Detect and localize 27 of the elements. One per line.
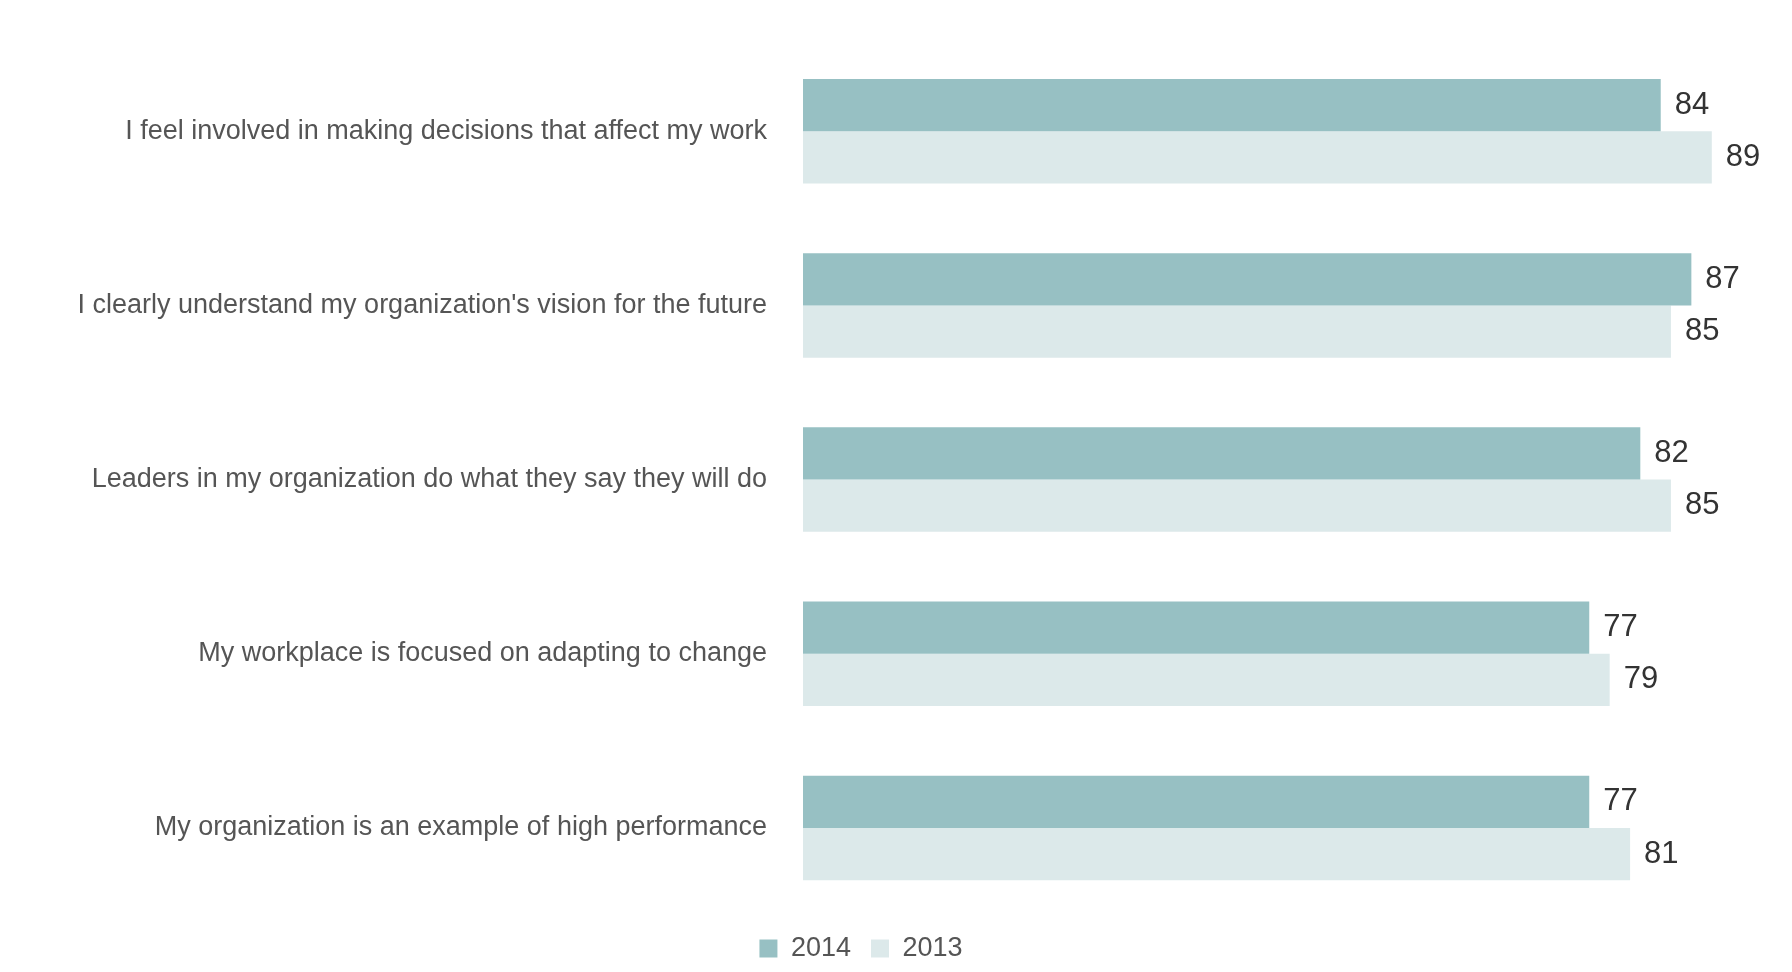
bar [803, 131, 1712, 184]
data-label: 77 [1603, 782, 1638, 818]
bar [803, 79, 1661, 132]
bar [803, 427, 1641, 480]
data-label: 85 [1684, 486, 1720, 522]
legend-label: 2013 [902, 931, 963, 962]
data-label: 81 [1644, 834, 1679, 870]
bar [803, 601, 1590, 654]
data-label: 79 [1623, 660, 1659, 696]
bar [803, 775, 1590, 828]
legend-label: 2014 [790, 931, 852, 962]
bar [803, 653, 1610, 707]
data-label: 89 [1725, 137, 1761, 173]
data-label: 84 [1674, 85, 1710, 121]
y-tick-label: I clearly understand my organization's vision for the future [77, 288, 767, 319]
y-tick-label: My workplace is focused on adapting to change [198, 637, 767, 668]
bar [803, 253, 1692, 306]
data-label: 77 [1603, 608, 1638, 644]
y-tick-label: I feel involved in making decisions that affect my work [125, 114, 768, 145]
bar [803, 827, 1631, 881]
y-tick-label: Leaders in my organization do what they say they will do [91, 463, 767, 494]
bar [803, 479, 1671, 532]
bar [803, 305, 1671, 358]
data-label: 85 [1684, 312, 1720, 348]
data-label: 87 [1705, 259, 1740, 295]
y-tick-label: My organization is an example of high performance [154, 811, 767, 842]
data-label: 82 [1654, 434, 1689, 470]
